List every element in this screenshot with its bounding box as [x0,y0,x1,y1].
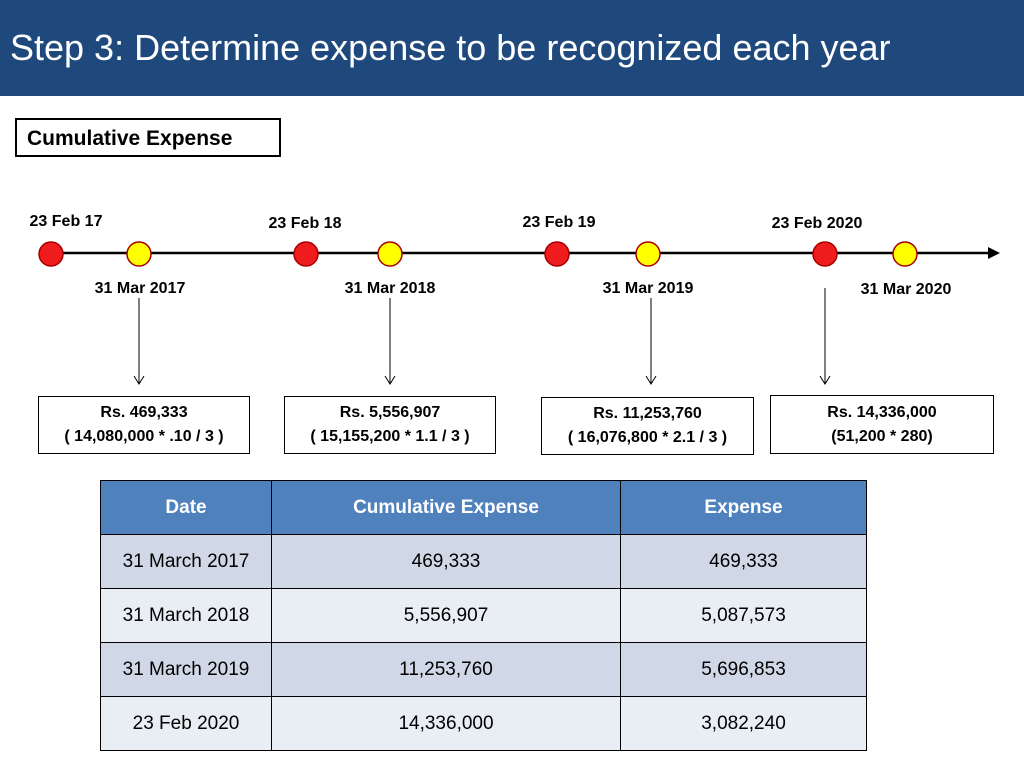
grant-date-label: 23 Feb 17 [29,213,103,230]
table-cell-expense: 3,082,240 [620,696,867,751]
expense-box-amount: Rs. 14,336,000 [827,403,937,421]
title-bar: Step 3: Determine expense to be recogniz… [0,0,1024,96]
year-end-date-label: 31 Mar 2018 [344,280,436,297]
expense-box-formula: (51,200 * 280) [831,427,933,445]
table-row: 31 March 2017 469,333 469,333 [100,534,867,589]
grant-marker [293,241,319,267]
grant-marker [38,241,64,267]
expense-box: Rs. 5,556,907 ( 15,155,200 * 1.1 / 3 ) [284,396,496,454]
year-end-date-label: 31 Mar 2020 [860,281,952,298]
table-header-row: Date Cumulative Expense Expense [100,480,867,535]
connector-arrow [133,298,145,385]
connector-arrow [384,298,396,385]
table-cell-expense: 5,696,853 [620,642,867,697]
table-row: 23 Feb 2020 14,336,000 3,082,240 [100,696,867,751]
grant-date-label: 23 Feb 18 [268,215,342,232]
section-label: Cumulative Expense [15,118,281,157]
table-cell-cumulative: 5,556,907 [271,588,621,643]
connector-arrow [819,288,831,385]
grant-date-label: 23 Feb 2020 [771,215,863,232]
expense-box: Rs. 11,253,760 ( 16,076,800 * 2.1 / 3 ) [541,397,754,455]
grant-date-label: 23 Feb 19 [522,214,596,231]
table-cell-date: 31 March 2019 [100,642,272,697]
table-cell-cumulative: 11,253,760 [271,642,621,697]
year-end-marker [377,241,403,267]
grant-marker [544,241,570,267]
year-end-marker [635,241,661,267]
table-row: 31 March 2018 5,556,907 5,087,573 [100,588,867,643]
column-header-date: Date [100,480,272,535]
year-end-marker [126,241,152,267]
table-cell-expense: 5,087,573 [620,588,867,643]
page-title: Step 3: Determine expense to be recogniz… [10,27,891,68]
timeline [38,241,1000,385]
table-cell-date: 23 Feb 2020 [100,696,272,751]
year-end-date-label: 31 Mar 2017 [94,280,186,297]
table-cell-date: 31 March 2017 [100,534,272,589]
table-cell-cumulative: 14,336,000 [271,696,621,751]
connector-arrow [645,298,657,385]
column-header-expense: Expense [620,480,867,535]
expense-box-formula: ( 16,076,800 * 2.1 / 3 ) [567,429,728,446]
expense-table: Date Cumulative Expense Expense 31 March… [100,480,867,751]
table-row: 31 March 2019 11,253,760 5,696,853 [100,642,867,697]
year-end-marker [892,241,918,267]
grant-marker [812,241,838,267]
expense-box-amount: Rs. 469,333 [100,404,188,421]
table-cell-expense: 469,333 [620,534,867,589]
year-end-date-label: 31 Mar 2019 [602,280,694,297]
expense-box: Rs. 14,336,000 (51,200 * 280) [770,395,994,454]
table-cell-date: 31 March 2018 [100,588,272,643]
expense-box-amount: Rs. 11,253,760 [593,405,702,422]
expense-box-amount: Rs. 5,556,907 [339,404,441,421]
table-cell-cumulative: 469,333 [271,534,621,589]
column-header-cumulative-expense: Cumulative Expense [271,480,621,535]
expense-box-formula: ( 15,155,200 * 1.1 / 3 ) [310,428,470,445]
expense-box: Rs. 469,333 ( 14,080,000 * .10 / 3 ) [38,396,250,454]
timeline-arrowhead [988,247,1000,259]
expense-box-formula: ( 14,080,000 * .10 / 3 ) [64,428,224,445]
